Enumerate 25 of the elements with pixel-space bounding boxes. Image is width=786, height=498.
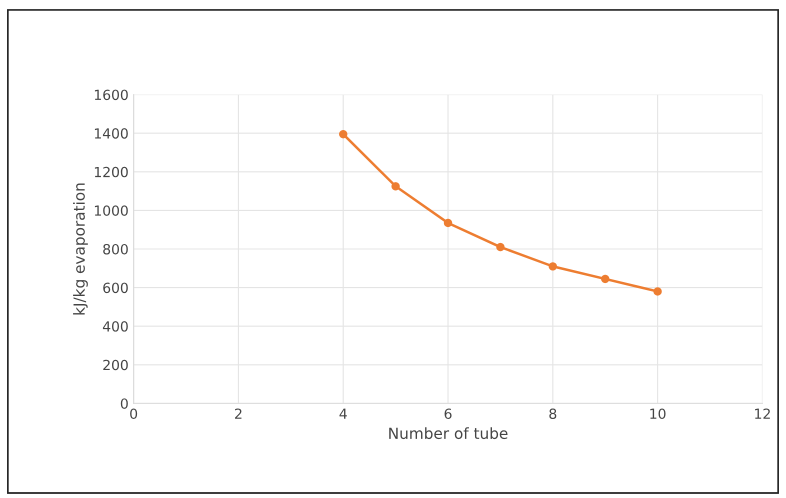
point: [496, 242, 505, 252]
x-tick-label: 6: [444, 408, 452, 419]
y-tick-label: 200: [103, 360, 128, 370]
y-tick-label: 1400: [94, 128, 128, 139]
x-axis-title: Number of tube: [389, 427, 508, 440]
x-tick-label: 8: [549, 408, 556, 419]
point: [601, 274, 610, 284]
y-tick-label: 800: [103, 244, 128, 254]
x-tick-label: 10: [650, 408, 666, 419]
x-tick-label: 2: [235, 408, 242, 419]
point: [444, 218, 452, 228]
y-tick-label: 1200: [94, 166, 128, 178]
point: [548, 262, 557, 271]
y-axis-title: kJ/kg evaporation: [73, 183, 88, 314]
y-tick-label: 400: [102, 321, 128, 332]
y-tick-label: 1600: [94, 90, 128, 100]
point: [339, 130, 348, 138]
y-tick-label: 600: [103, 282, 128, 294]
point: [653, 287, 662, 296]
y-tick-label: 1000: [94, 205, 128, 216]
x-tick-label: 4: [339, 408, 347, 419]
x-tick-label: 0: [130, 408, 138, 419]
point: [391, 182, 400, 190]
x-tick-label: 12: [755, 408, 770, 419]
y-tick-label: 0: [120, 398, 128, 409]
